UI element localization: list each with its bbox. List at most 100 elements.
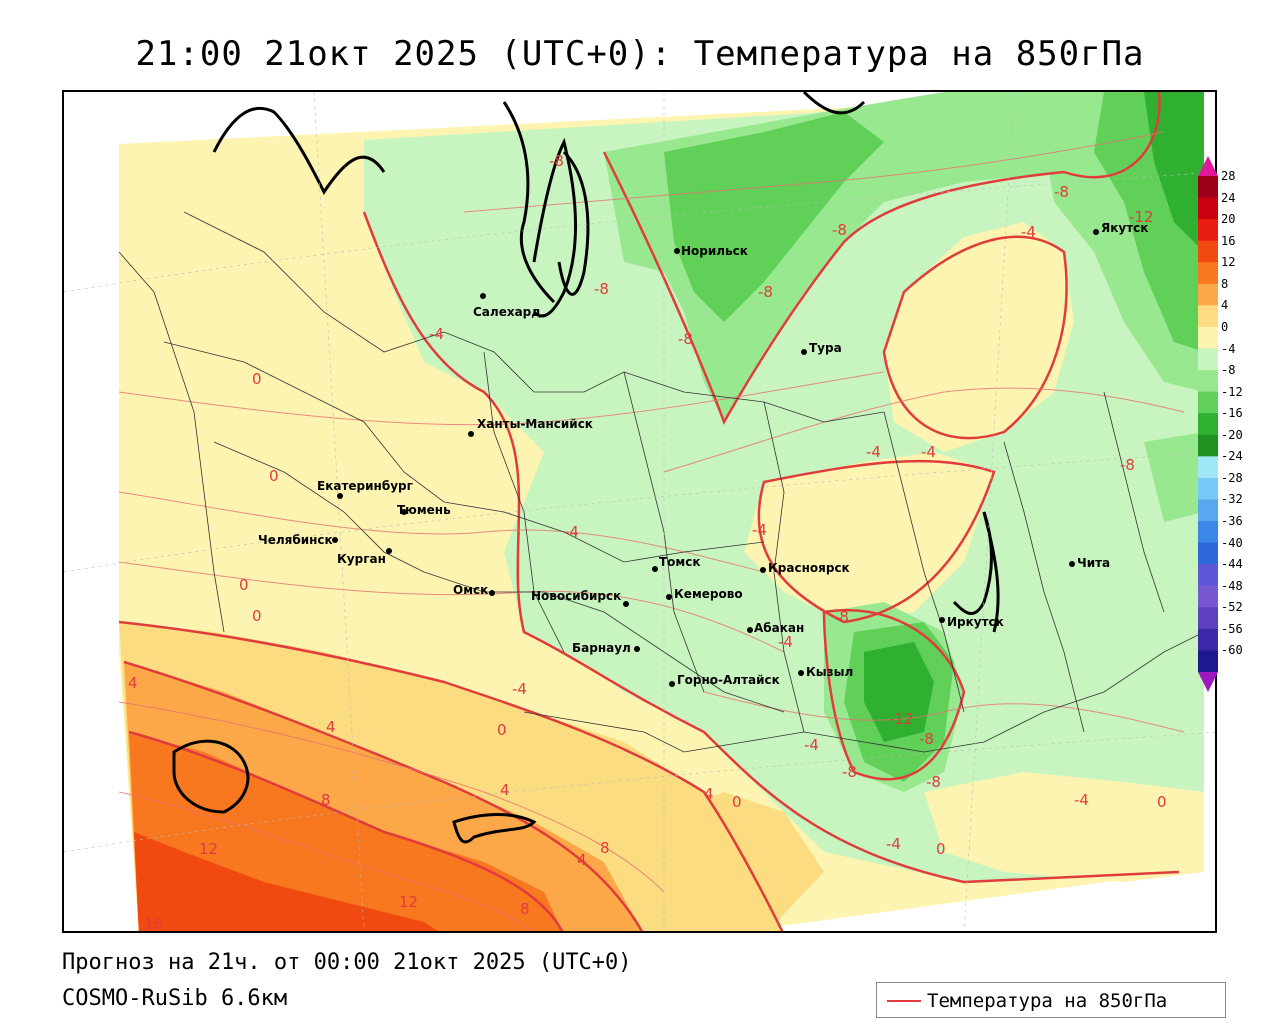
isotherm-label: -4 <box>886 835 901 853</box>
isotherm-label: 0 <box>269 467 279 485</box>
isotherm-label: -4 <box>564 523 579 541</box>
colorbar-tick-label: 20 <box>1221 212 1236 227</box>
map-legend: Температура на 850гПа <box>876 982 1226 1018</box>
colorbar-tick-label: -24 <box>1221 449 1243 464</box>
graticule <box>64 92 1215 931</box>
isotherm-label: 4 <box>704 785 714 803</box>
isotherm-label: -12 <box>1129 208 1154 226</box>
isotherm-label: 12 <box>399 893 418 911</box>
colorbar-cell <box>1198 499 1218 522</box>
city-label-khanty-mansiysk: Ханты-Мансийск <box>477 417 593 431</box>
city-label-abakan: Абакан <box>754 621 804 635</box>
colorbar-cell <box>1198 197 1218 220</box>
isotherm-label: -4 <box>1074 791 1089 809</box>
colorbar-tick-label: -40 <box>1221 535 1243 550</box>
colorbar-tick-label: 8 <box>1221 276 1229 291</box>
colorbar-tick-label: 28 <box>1221 169 1236 183</box>
colorbar-top-arrow <box>1198 156 1218 176</box>
city-dot-tomsk <box>652 566 658 572</box>
colorbar-cell <box>1198 348 1218 371</box>
colorbar-cell <box>1198 477 1218 500</box>
colorbar-cell <box>1198 650 1218 673</box>
colorbar: 28 24 20 16 12 8 4 0 -4 -8 -12 -16 -20 -24 -28 -32 -36 -4… <box>1196 156 1280 692</box>
colorbar-tick-label: 4 <box>1221 298 1229 313</box>
isotherm-label: -8 <box>834 608 849 626</box>
city-dot-novosibirsk <box>623 601 629 607</box>
city-label-omsk: Омск <box>453 583 488 597</box>
colorbar-cell <box>1198 434 1218 457</box>
zone-m16-m12-ne <box>1144 92 1204 252</box>
city-label-novosibirsk: Новосибирск <box>531 589 621 603</box>
city-dot-salekhard <box>480 293 486 299</box>
isotherm-label: 0 <box>1157 793 1167 811</box>
isotherm-label: 0 <box>252 370 262 388</box>
colorbar-cell <box>1198 542 1218 565</box>
colorbar-tick-label: -12 <box>1221 384 1243 399</box>
colorbar-cell <box>1198 564 1218 587</box>
colorbar-tick-label: -16 <box>1221 406 1243 421</box>
isotherm-label: 4 <box>128 674 138 692</box>
isotherm-label: -4 <box>752 521 767 539</box>
isotherm-label: -4 <box>804 736 819 754</box>
zone-4-8-east <box>674 792 824 931</box>
colorbar-cell <box>1198 176 1218 199</box>
zone-16-20 <box>134 832 438 931</box>
isotherm-label: 0 <box>732 793 742 811</box>
colorbar-tick-label: -36 <box>1221 514 1243 529</box>
colorbar-tick-label: -48 <box>1221 578 1243 593</box>
isotherm-label: 8 <box>321 791 331 809</box>
city-label-kyzyl: Кызыл <box>806 665 853 679</box>
colorbar-cell <box>1198 240 1218 263</box>
isotherm-label: 0 <box>239 576 249 594</box>
city-dot-kemerovo <box>666 594 672 600</box>
city-dot-irkutsk <box>939 617 945 623</box>
city-dot-omsk <box>489 590 495 596</box>
zone-m12-m8-north <box>664 112 884 322</box>
colorbar-cell <box>1198 219 1218 242</box>
city-dot-khanty-mansiysk <box>468 431 474 437</box>
colorbar-cell <box>1198 370 1218 393</box>
city-dot-abakan <box>747 627 753 633</box>
isotherms <box>118 92 1180 931</box>
colorbar-tick-label: -60 <box>1221 643 1243 658</box>
colorbar-cell <box>1198 585 1218 608</box>
isotherm-label: -4 <box>1021 223 1036 241</box>
colorbar-tick-label: -44 <box>1221 557 1243 572</box>
city-dot-tura <box>801 349 807 355</box>
temperature-map[interactable]: Норильск Салехард Тура Якутск Ханты-Манс… <box>62 90 1217 933</box>
colorbar-cells <box>1198 176 1218 673</box>
city-dot-yakutsk <box>1093 229 1099 235</box>
isotherm-label: 8 <box>520 900 530 918</box>
colorbar-tick-label: 24 <box>1221 190 1236 205</box>
zone-m8-m4-east <box>1144 432 1204 522</box>
isotherm-label: -4 <box>778 633 793 651</box>
city-label-chita: Чита <box>1077 556 1110 570</box>
admin-borders <box>118 211 1205 753</box>
colorbar-tick-label: -28 <box>1221 470 1243 485</box>
colorbar-cell <box>1198 305 1218 328</box>
city-label-gorno-altaysk: Горно-Алтайск <box>677 673 780 687</box>
city-label-barnaul: Барнаул <box>572 641 631 655</box>
legend-line <box>887 1000 921 1002</box>
coastlines <box>172 92 1000 844</box>
forecast-info: Прогноз на 21ч. от 00:00 21окт 2025 (UTC… <box>62 950 632 975</box>
isotherm-label: 4 <box>577 851 587 869</box>
isotherm-label: 0 <box>936 840 946 858</box>
colorbar-cell <box>1198 628 1218 651</box>
city-dot-ekaterinburg <box>337 493 343 499</box>
city-dot-gorno-altaysk <box>669 681 675 687</box>
isotherm-label: -8 <box>1054 183 1069 201</box>
colorbar-tick-label: -32 <box>1221 492 1243 507</box>
city-label-yakutsk: Якутск <box>1101 221 1148 235</box>
isotherm-label: -8 <box>678 330 693 348</box>
isotherm-label: 0 <box>252 607 262 625</box>
map-title: 21:00 21окт 2025 (UTC+0): Температура на… <box>135 34 1145 74</box>
colorbar-cell <box>1198 413 1218 436</box>
colorbar-cell <box>1198 326 1218 350</box>
zone-0-4-east <box>924 772 1204 882</box>
city-dot-kyzyl <box>798 670 804 676</box>
isotherm-label: 8 <box>600 839 610 857</box>
isotherm-label: 4 <box>500 781 510 799</box>
city-label-tura: Тура <box>809 341 842 355</box>
isotherm-label: -4 <box>512 680 527 698</box>
